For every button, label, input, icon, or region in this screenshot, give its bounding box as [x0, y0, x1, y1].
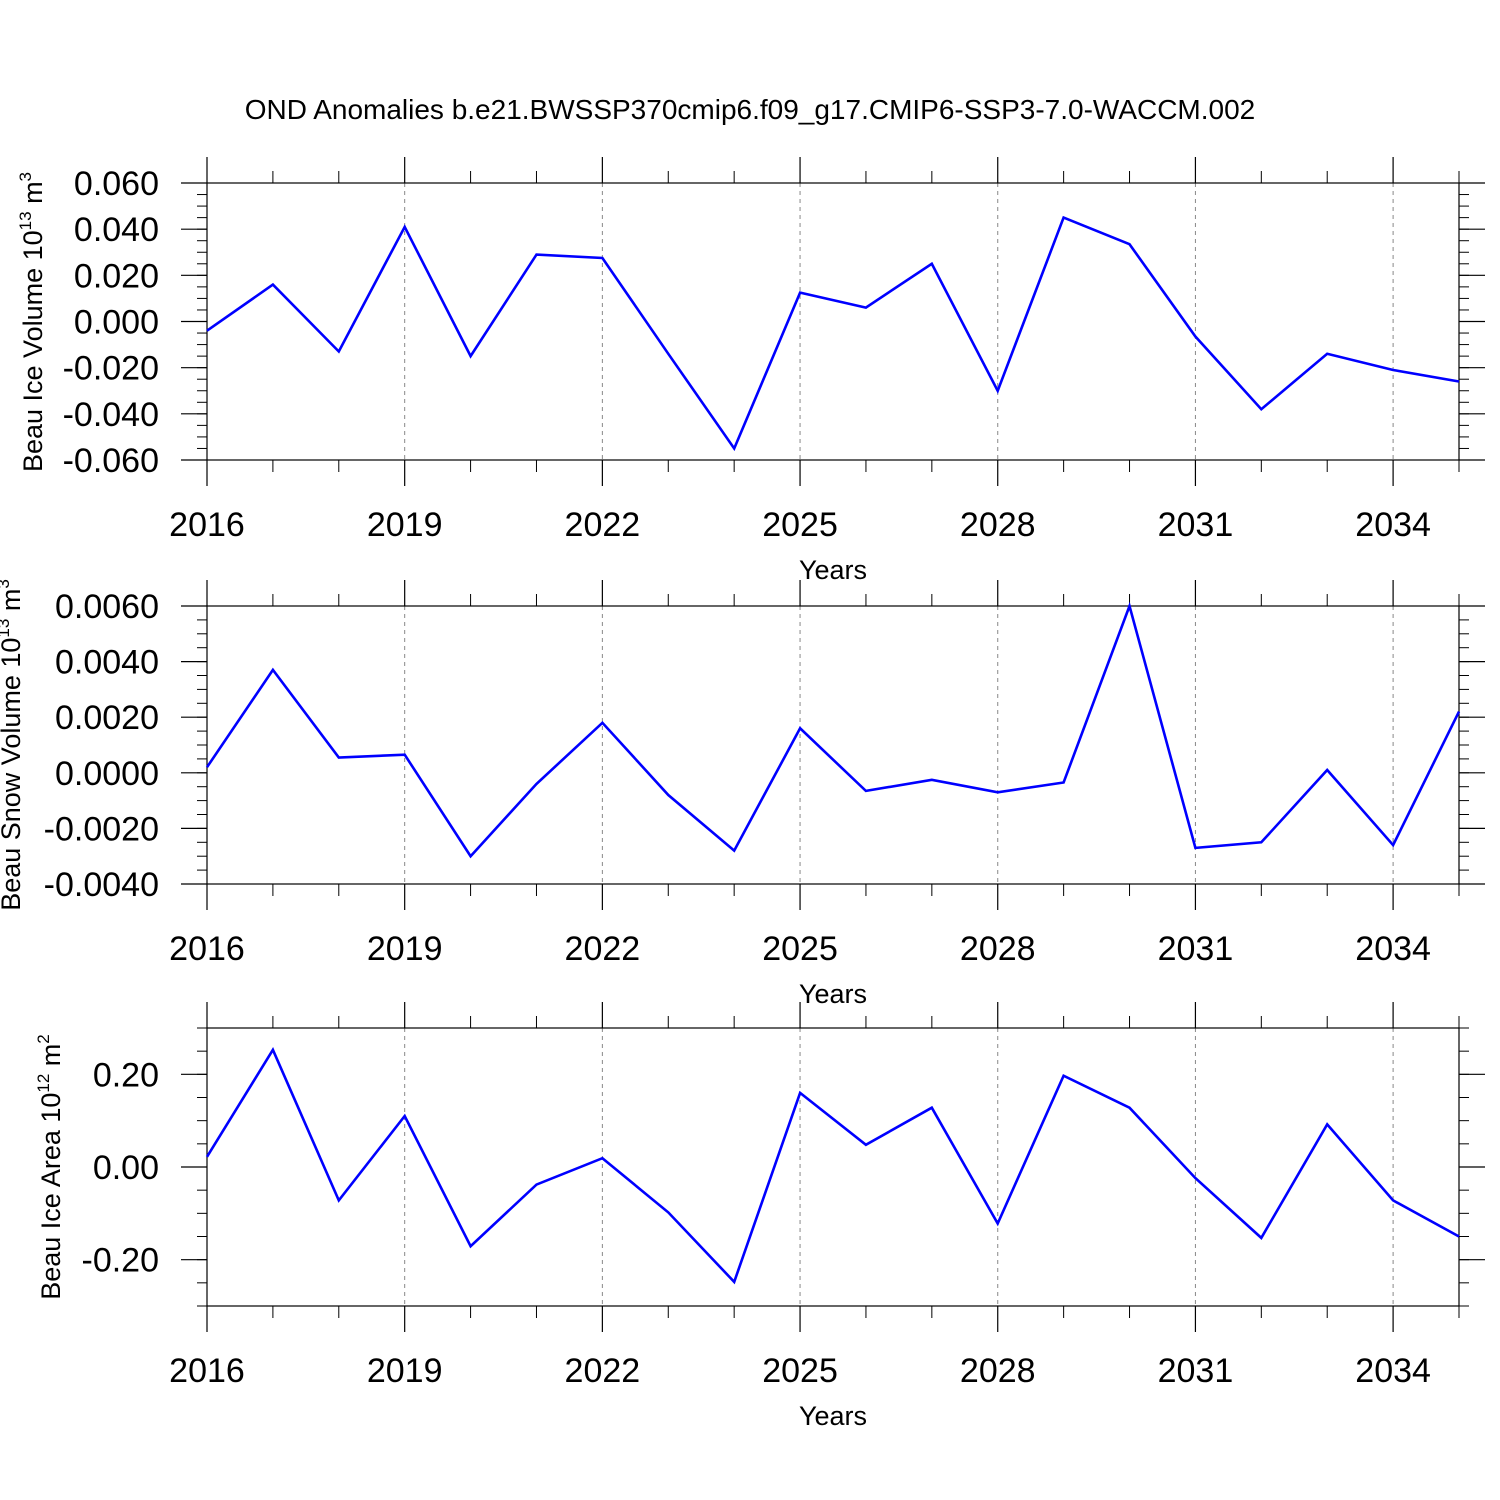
panel-1: 2016 2019 2022 2025 2028 2031 2034 Years 0.060 0.…: [16, 157, 1485, 585]
y-axis-label-superscript: 3: [16, 172, 35, 181]
y-tick-label: -0.0040: [44, 866, 159, 904]
x-tick-label: 2034: [1355, 930, 1431, 968]
x-axis-label: Years: [799, 979, 867, 1009]
x-tick-label: 2028: [960, 506, 1036, 544]
x-tick-label: 2022: [565, 930, 641, 968]
y-axis-label: Beau Snow Volume 1013 m3: [0, 579, 26, 911]
y-axis-label-text: m: [0, 589, 26, 619]
x-tick-label: 2025: [762, 930, 838, 968]
panel-3: 2016 2019 2022 2025 2028 2031 2034 Years 0.20 0.0…: [34, 1002, 1485, 1431]
y-tick-label: 0.040: [74, 211, 159, 249]
x-tick-label: 2031: [1158, 930, 1234, 968]
x-tick-label: 2016: [169, 506, 245, 544]
x-axis-label: Years: [799, 555, 867, 585]
y-tick-label: -0.040: [63, 396, 159, 434]
y-axis-label: Beau Ice Volume 1013 m3: [16, 172, 48, 472]
y-axis-label-superscript: 13: [0, 619, 13, 638]
y-tick-label: -0.020: [63, 350, 159, 388]
y-tick-label: 0.060: [74, 165, 159, 203]
y-axis-label-superscript: 3: [0, 579, 13, 588]
y-axis-label-superscript: 13: [16, 211, 35, 230]
x-tick-label: 2016: [169, 930, 245, 968]
series-line: [206, 215, 1460, 452]
y-tick-label: 0.00: [93, 1149, 159, 1187]
series-line: [205, 1047, 1460, 1285]
x-tick-label: 2034: [1355, 506, 1431, 544]
chart-title: OND Anomalies b.e21.BWSSP370cmip6.f09_g1…: [245, 94, 1256, 125]
y-axis-label-text: Beau Snow Volume 10: [0, 638, 26, 911]
y-tick-label: 0.0020: [55, 699, 159, 737]
x-tick-label: 2025: [762, 1352, 838, 1390]
y-tick-label: 0.000: [74, 304, 159, 342]
x-tick-label: 2031: [1158, 506, 1234, 544]
x-tick-label: 2019: [367, 930, 443, 968]
y-tick-label: 0.20: [93, 1056, 159, 1094]
x-tick-label: 2019: [367, 506, 443, 544]
y-axis-label-text: m: [18, 181, 48, 211]
y-axis-label-superscript: 12: [34, 1074, 53, 1093]
y-tick-label: 0.0060: [55, 588, 159, 626]
x-axis-label: Years: [799, 1401, 867, 1431]
x-tick-label: 2028: [960, 930, 1036, 968]
y-axis-label-superscript: 2: [34, 1034, 53, 1043]
panels: 2016 2019 2022 2025 2028 2031 2034 Years 0.060 0.…: [0, 157, 1485, 1431]
panel-2: 2016 2019 2022 2025 2028 2031 2034 Years 0.0060 0…: [0, 579, 1485, 1009]
y-tick-label: -0.060: [63, 442, 159, 480]
y-axis-label-text: m: [36, 1044, 66, 1074]
series-line: [205, 601, 1461, 859]
x-tick-label: 2028: [960, 1352, 1036, 1390]
y-tick-label: -0.20: [82, 1242, 160, 1280]
x-tick-label: 2025: [762, 506, 838, 544]
y-axis-label-text: Beau Ice Area 10: [36, 1093, 66, 1300]
x-tick-label: 2031: [1158, 1352, 1234, 1390]
y-axis-label-text: Beau Ice Volume 10: [18, 230, 48, 472]
x-tick-label: 2034: [1355, 1352, 1431, 1390]
x-tick-label: 2022: [565, 1352, 641, 1390]
y-tick-label: -0.0020: [44, 810, 159, 848]
y-tick-label: 0.0040: [55, 644, 159, 682]
x-tick-label: 2022: [565, 506, 641, 544]
y-axis-label: Beau Ice Area 1012 m2: [34, 1034, 66, 1300]
x-tick-label: 2019: [367, 1352, 443, 1390]
y-tick-label: 0.0000: [55, 755, 159, 793]
x-tick-label: 2016: [169, 1352, 245, 1390]
y-tick-label: 0.020: [74, 257, 159, 295]
